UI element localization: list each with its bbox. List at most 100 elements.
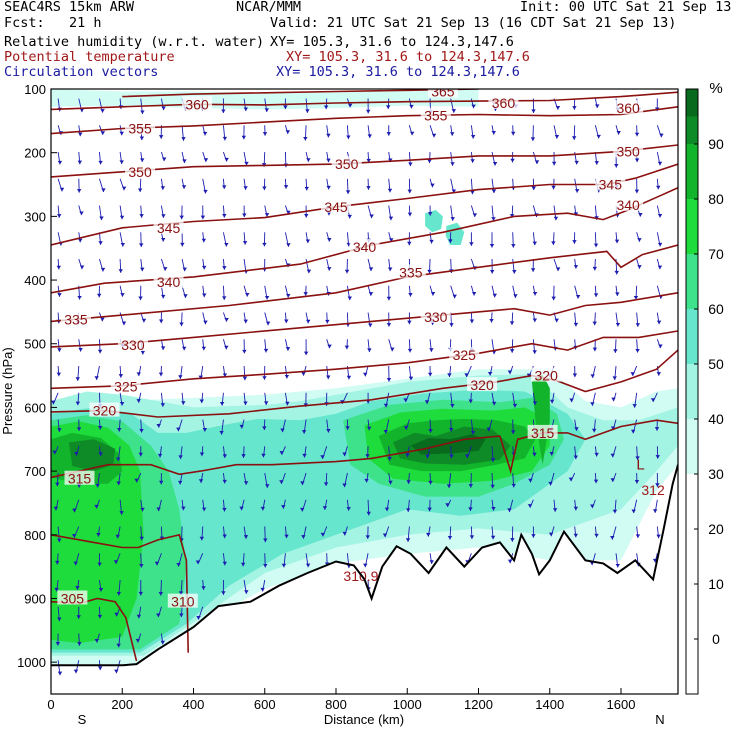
vector-arrow	[302, 446, 307, 458]
colorbar-swatch	[686, 419, 698, 474]
vector-arrow	[427, 499, 432, 512]
colorbar-frame	[685, 88, 699, 695]
y-tick-label: 700	[24, 464, 46, 479]
field-label-rh: Relative humidity (w.r.t. water)	[4, 34, 265, 50]
vector-arrow	[304, 178, 309, 191]
vector-arrow	[490, 259, 495, 274]
theta-contour-310	[51, 533, 189, 653]
vector-arrow	[428, 205, 433, 216]
vector-arrow	[491, 125, 496, 135]
vector-arrow	[366, 178, 371, 190]
vector-arrow	[179, 606, 184, 618]
vector-arrow	[532, 285, 538, 296]
vector-arrow	[284, 312, 289, 324]
vector-arrow	[615, 553, 620, 568]
vector-arrow	[469, 312, 475, 324]
vector-arrow	[612, 499, 618, 514]
valid-time: Valid: 21 UTC Sat 21 Sep 13 (16 CDT Sat …	[270, 15, 677, 31]
vector-arrow	[342, 526, 348, 536]
field-xy-vectors: XY= 105.3, 31.6 to 124.3,147.6	[276, 64, 520, 80]
theta-label-345: 345	[157, 220, 181, 236]
vector-arrow	[532, 392, 538, 406]
vector-arrow	[487, 365, 493, 376]
vector-arrow	[387, 178, 393, 193]
vector-arrow	[222, 151, 229, 162]
theta-contour-350	[51, 144, 678, 178]
vector-arrow	[138, 285, 143, 301]
vector-arrow	[97, 339, 103, 354]
vector-arrow	[572, 366, 578, 378]
vector-arrow	[342, 446, 348, 457]
theta-label-365: 365	[431, 84, 455, 100]
vector-arrow	[568, 472, 576, 482]
vector-arrow	[405, 499, 411, 512]
vector-arrow	[77, 633, 82, 646]
vector-arrow	[305, 553, 311, 568]
vector-arrow	[610, 526, 617, 540]
vector-arrow	[99, 258, 106, 272]
vector-arrow	[300, 472, 307, 486]
x-tick-label: 1400	[535, 697, 564, 712]
forecast-hour: Fcst: 21 h	[4, 15, 102, 31]
vector-arrow	[594, 98, 600, 109]
vector-arrow	[140, 258, 145, 272]
vector-arrow	[160, 633, 165, 645]
vector-arrow	[223, 312, 229, 322]
vector-arrow	[573, 312, 579, 327]
vector-arrow	[491, 339, 497, 355]
vector-arrow	[573, 499, 579, 511]
vector-arrow	[468, 472, 473, 488]
vector-arrow	[136, 606, 142, 619]
vector-arrow	[117, 419, 122, 432]
vector-arrow	[202, 419, 208, 432]
vector-arrow	[530, 125, 536, 142]
vector-arrow	[97, 606, 103, 619]
vector-arrow	[284, 339, 291, 351]
vector-arrow	[114, 660, 121, 674]
colorbar-tick-label: 20	[708, 521, 724, 537]
vector-arrow	[181, 258, 187, 272]
colorbar-swatch	[686, 89, 698, 117]
vector-arrow	[176, 419, 183, 432]
vector-arrow	[656, 258, 663, 270]
vector-arrow	[55, 553, 60, 565]
theta-contour-365	[122, 89, 479, 98]
vector-arrow	[136, 392, 142, 403]
vector-arrow	[116, 633, 121, 648]
vector-arrow	[219, 392, 225, 406]
vector-arrow	[428, 472, 433, 485]
vector-arrow	[325, 312, 330, 324]
vector-arrow	[181, 339, 187, 351]
vector-arrow	[57, 178, 65, 192]
vector-arrow	[366, 152, 371, 163]
vector-arrow	[284, 125, 291, 134]
theta-label-335: 335	[399, 264, 423, 280]
vector-arrow	[530, 259, 536, 272]
vector-arrow	[424, 392, 431, 404]
y-tick-label: 500	[24, 337, 46, 352]
vector-arrow	[326, 232, 332, 242]
vector-arrow	[196, 606, 204, 620]
vector-arrow	[158, 579, 164, 596]
vector-arrow	[57, 339, 62, 352]
field-label-vectors: Circulation vectors	[4, 64, 159, 80]
vector-arrow	[429, 553, 434, 564]
vector-arrow	[512, 285, 518, 298]
vector-arrow	[326, 419, 331, 433]
vector-arrow	[407, 339, 413, 353]
vector-arrow	[464, 365, 472, 378]
theta-label-350: 350	[128, 164, 152, 180]
vector-arrow	[636, 258, 642, 269]
vector-arrow	[594, 526, 599, 538]
vector-arrow	[119, 392, 125, 406]
vector-arrow	[388, 205, 394, 221]
vector-arrow	[489, 232, 495, 248]
vector-arrow	[264, 285, 270, 300]
theta-label-355: 355	[128, 120, 152, 136]
vector-arrow	[99, 178, 106, 193]
vector-arrow	[181, 178, 187, 189]
colorbar-tick-label: 0	[712, 631, 720, 647]
vector-arrow	[95, 472, 100, 488]
vector-arrow	[573, 446, 579, 460]
vector-arrow	[509, 312, 515, 326]
